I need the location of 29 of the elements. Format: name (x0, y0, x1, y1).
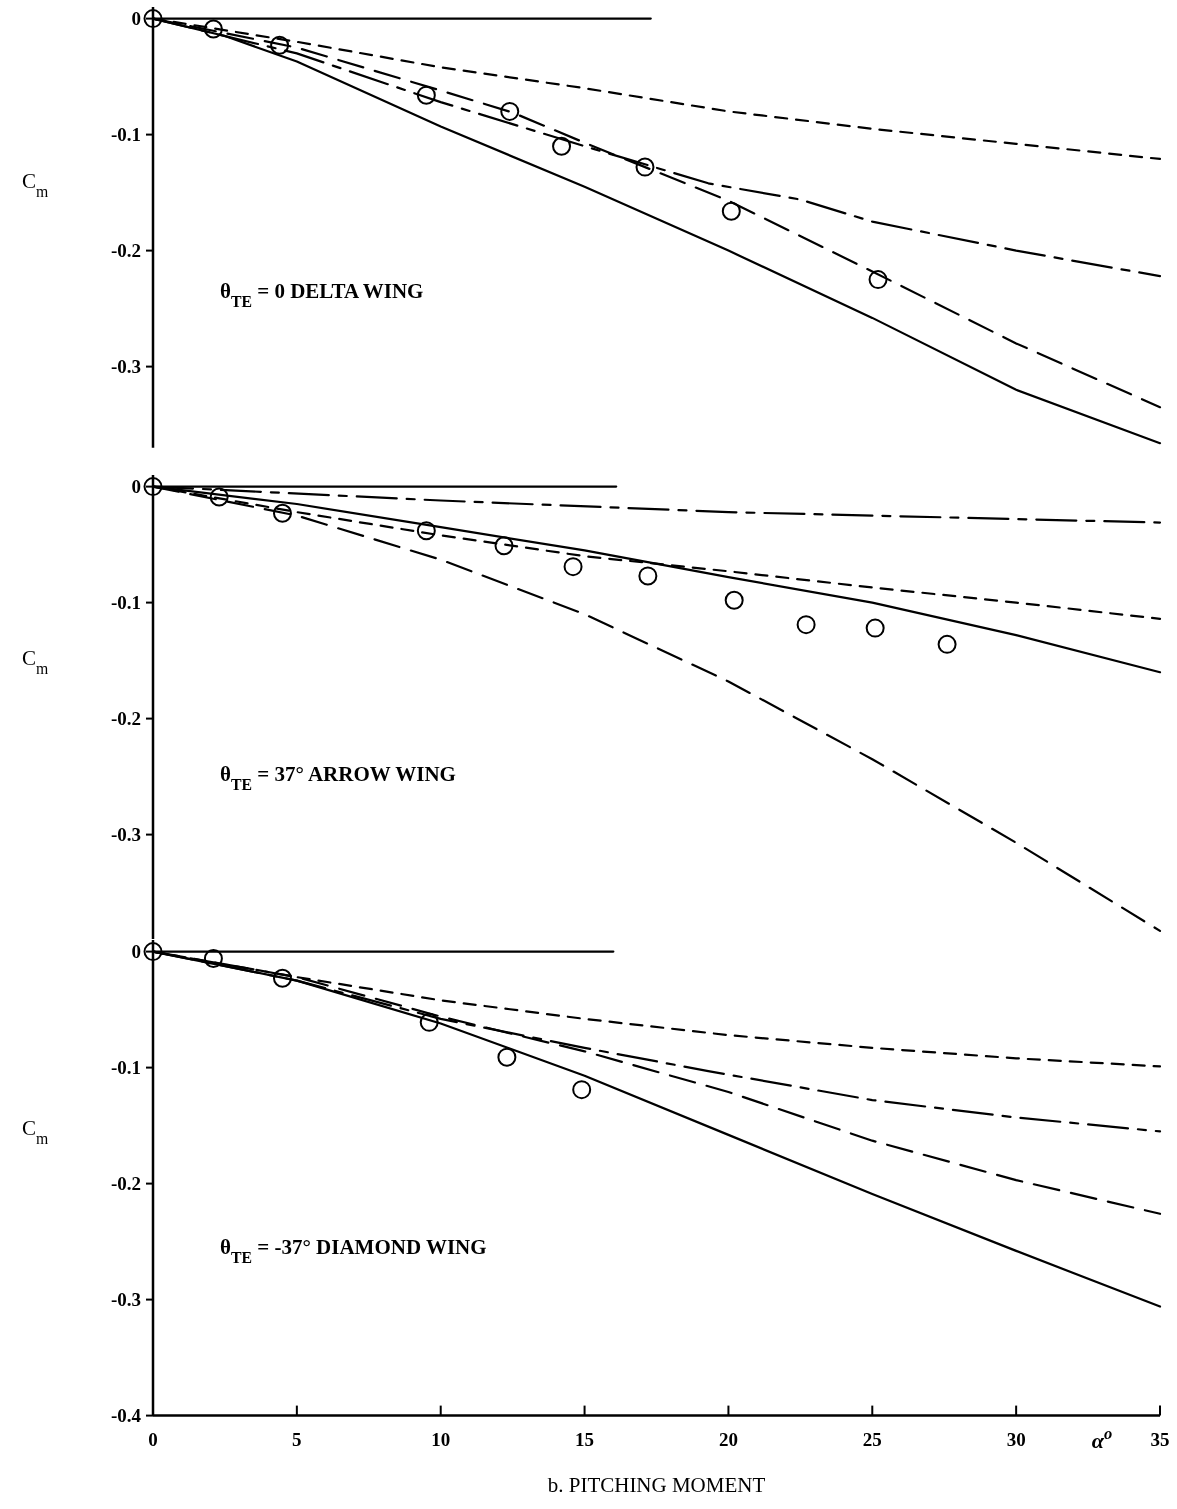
x-tick-label: 0 (148, 1428, 158, 1450)
y-tick-label: -0.1 (110, 1057, 141, 1079)
text: b. PITCHING MOMENT (547, 1472, 766, 1497)
y-tick-label: -0.3 (110, 1289, 141, 1311)
y-axis-title: C$_{m}$ (22, 646, 49, 677)
y-tick-label: -0.1 (110, 592, 141, 614)
annotation: θ$_{TE}$ = 0 DELTA WING (220, 278, 424, 310)
y-axis-title: C$_{m}$ (22, 168, 49, 200)
x-tick-label: 20 (718, 1428, 738, 1450)
y-tick-label: -0.3 (110, 824, 141, 846)
x-tick-label: 15 (575, 1428, 595, 1450)
y-tick-label: -0.3 (110, 356, 141, 378)
y-tick-label: -0.2 (110, 240, 141, 262)
x-tick-label: 30 (1006, 1428, 1026, 1450)
x-axis-title: α$^{o}$ (1091, 1423, 1113, 1453)
y-tick-label: 0 (131, 8, 141, 30)
x-tick-label: 35 (1150, 1428, 1170, 1450)
y-tick-label: -0.4 (110, 1405, 142, 1427)
x-tick-label: 10 (431, 1428, 451, 1450)
x-tick-label: 25 (862, 1428, 882, 1450)
annotation: θ$_{TE}$ = 37° ARROW WING (220, 762, 456, 793)
y-tick-label: -0.2 (110, 1173, 141, 1195)
y-tick-label: -0.2 (110, 708, 141, 730)
y-axis-title: C$_{m}$ (22, 1116, 49, 1147)
y-tick-label: 0 (131, 941, 141, 963)
y-tick-label: -0.1 (110, 124, 141, 146)
y-tick-label: 0 (131, 476, 141, 498)
x-tick-label: 5 (292, 1428, 302, 1450)
annotation: θ$_{TE}$ = -37° DIAMOND WING (220, 1234, 487, 1266)
